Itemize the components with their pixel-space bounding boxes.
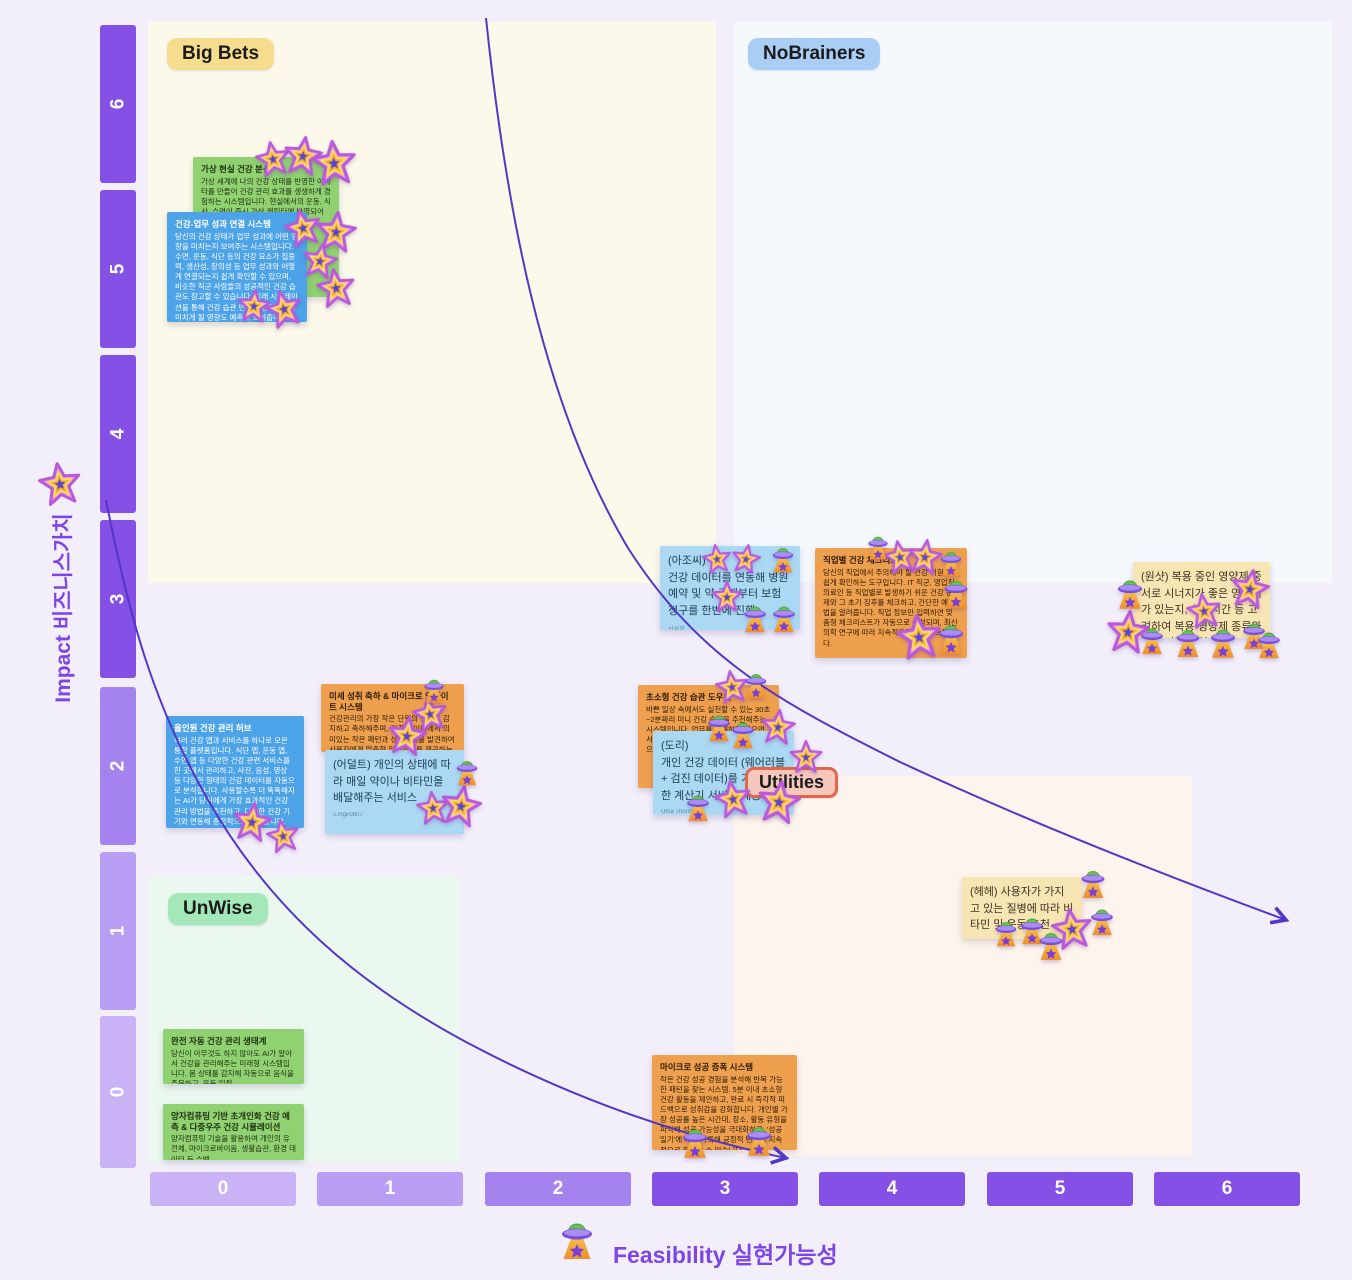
y-axis-tick-3: 3	[100, 520, 136, 678]
y-tick-label: 0	[106, 1086, 128, 1098]
y-axis-tick-5: 5	[100, 190, 136, 348]
ufo-sticker[interactable]	[725, 715, 761, 751]
ufo-sticker[interactable]	[931, 617, 971, 657]
ufo-sticker[interactable]	[450, 754, 484, 788]
y-axis-tick-1: 1	[100, 852, 136, 1010]
star-sticker[interactable]	[384, 713, 430, 758]
y-tick-label: 4	[106, 428, 128, 440]
y-tick-label: 5	[106, 263, 128, 275]
ufo-sticker[interactable]	[1084, 902, 1120, 938]
y-axis-tick-2: 2	[100, 687, 136, 845]
impact-star-icon	[35, 459, 85, 508]
x-axis-tick-1: 1	[317, 1172, 463, 1206]
ufo-sticker[interactable]	[766, 599, 802, 635]
note-title: 완전 자동 건강 관리 생태계	[171, 1036, 267, 1046]
star-sticker[interactable]	[711, 776, 755, 821]
quadrant-utilities-area	[734, 776, 1192, 1156]
note-title: 양자컴퓨팅 기반 초개인화 건강 예측 & 다중우주 건강 시뮬레이션	[171, 1111, 290, 1132]
star-sticker[interactable]	[754, 777, 804, 827]
x-axis-tick-0: 0	[150, 1172, 296, 1206]
x-axis-tick-5: 5	[987, 1172, 1133, 1206]
x-tick-label: 0	[217, 1178, 229, 1199]
star-sticker[interactable]	[789, 739, 823, 774]
chip-nobrainers[interactable]: NoBrainers	[748, 38, 881, 70]
x-tick-label: 6	[1221, 1178, 1233, 1199]
y-axis-title: Impact 비즈니스가치	[52, 513, 75, 703]
star-sticker[interactable]	[729, 541, 764, 577]
ufo-sticker[interactable]	[766, 541, 800, 575]
x-tick-label: 4	[886, 1178, 898, 1199]
note-title: 가상 현실 건강 분신	[201, 164, 271, 174]
x-axis-tick-4: 4	[819, 1172, 965, 1206]
x-tick-label: 5	[1054, 1178, 1066, 1199]
x-tick-label: 2	[552, 1178, 564, 1199]
x-tick-label: 3	[719, 1178, 731, 1199]
x-tick-label: 1	[384, 1178, 396, 1199]
y-tick-label: 3	[106, 593, 128, 605]
note-body: 당신이 아무것도 하지 않아도 AI가 알아서 건강을 관리해주는 미래형 시스…	[171, 1048, 296, 1084]
note-body: 양자컴퓨팅 기술을 활용하여 개인의 유전체, 마이크로바이옴, 생활습관, 환…	[171, 1134, 296, 1160]
star-sticker[interactable]	[309, 137, 359, 188]
x-axis-tick-3: 3	[652, 1172, 798, 1206]
ufo-sticker[interactable]	[739, 1119, 779, 1159]
star-sticker[interactable]	[1227, 565, 1273, 612]
y-axis-tick-6: 6	[100, 25, 136, 183]
star-sticker[interactable]	[313, 265, 358, 310]
ufo-sticker[interactable]	[1032, 925, 1070, 963]
ufo-sticker[interactable]	[937, 573, 975, 611]
ufo-sticker[interactable]	[1251, 625, 1287, 661]
ufo-sticker[interactable]	[1074, 863, 1112, 901]
note-body: 가상 세계에 나의 건강 상태를 반영한 아바타를 만들어 건강 관리 효과를 …	[201, 176, 331, 227]
quadrant-nobrainers-area	[734, 22, 1332, 583]
sticky-note-quantum-sim[interactable]: 양자컴퓨팅 기반 초개인화 건강 예측 & 다중우주 건강 시뮬레이션 양자컴퓨팅…	[163, 1104, 304, 1160]
ufo-sticker[interactable]	[675, 1121, 715, 1161]
feasibility-ufo-icon	[562, 1223, 592, 1259]
y-tick-label: 2	[106, 760, 128, 772]
ufo-sticker[interactable]	[680, 788, 716, 824]
note-title: 올인원 건강 관리 허브	[174, 723, 252, 733]
ufo-sticker[interactable]	[1134, 621, 1170, 657]
note-body: 당신의 건강 상태가 업무 성과에 어떤 영향을 미치는지 보여주는 시스템입니…	[175, 231, 298, 322]
x-axis-title: Feasibility 실현가능성	[613, 1242, 838, 1268]
star-sticker[interactable]	[437, 781, 486, 831]
y-tick-label: 1	[106, 925, 128, 937]
ufo-sticker[interactable]	[1110, 572, 1150, 612]
y-tick-label: 6	[106, 98, 128, 110]
x-axis-tick-6: 6	[1154, 1172, 1300, 1206]
note-title: 건강-업무 성과 연결 시스템	[175, 219, 271, 229]
ufo-sticker[interactable]	[989, 915, 1023, 949]
ufo-sticker[interactable]	[862, 530, 894, 562]
ufo-sticker[interactable]	[1169, 622, 1207, 660]
ufo-sticker[interactable]	[418, 673, 450, 705]
chip-big-bets[interactable]: Big Bets	[167, 38, 275, 70]
chip-unwise[interactable]: UnWise	[168, 893, 268, 925]
y-axis-tick-0: 0	[100, 1016, 136, 1168]
x-axis-tick-2: 2	[485, 1172, 631, 1206]
ufo-sticker[interactable]	[739, 667, 773, 701]
note-title: 마이크로 성공 증폭 시스템	[660, 1062, 754, 1072]
star-sticker[interactable]	[263, 816, 302, 855]
y-axis-tick-4: 4	[100, 355, 136, 513]
